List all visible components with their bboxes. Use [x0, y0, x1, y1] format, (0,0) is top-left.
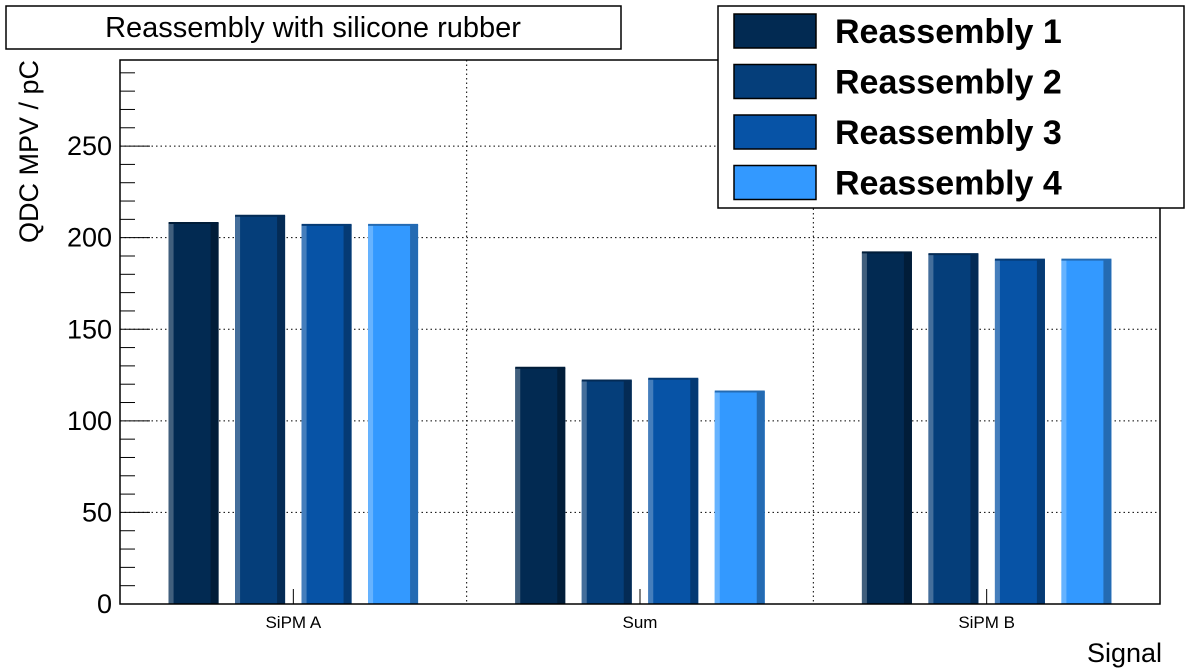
- bar: [235, 214, 286, 604]
- bar: [861, 251, 912, 604]
- legend-label: Reassembly 1: [835, 13, 1062, 51]
- chart-title: Reassembly with silicone rubber: [105, 12, 521, 44]
- legend-swatch: [733, 164, 817, 201]
- x-tick-label: Sum: [623, 613, 658, 632]
- legend: Reassembly 1 Reassembly 2 Reassembly 3 Reas…: [717, 5, 1185, 209]
- y-tick-label: 250: [67, 131, 112, 161]
- legend-swatch: [733, 63, 817, 100]
- legend-swatch: [733, 114, 817, 150]
- bar: [301, 223, 352, 604]
- legend-label: Reassembly 4: [835, 165, 1062, 203]
- x-tick-label: SiPM B: [958, 613, 1015, 632]
- bars: [168, 214, 1112, 604]
- x-axis-ticks: SiPM A Sum SiPM B: [265, 589, 1015, 632]
- bar: [648, 377, 699, 604]
- bar: [1061, 258, 1112, 604]
- bar: [168, 222, 219, 604]
- y-axis-ticks: 0 50 100 150 200 250: [67, 72, 150, 619]
- y-tick-label: 100: [67, 406, 112, 436]
- x-axis-label: Signal: [1087, 638, 1162, 668]
- y-tick-label: 0: [97, 589, 112, 619]
- bar: [928, 253, 979, 604]
- y-tick-label: 200: [67, 223, 112, 253]
- bar: [368, 223, 419, 604]
- y-axis-label: QDC MPV / pC: [14, 60, 44, 243]
- legend-swatch: [733, 13, 817, 49]
- legend-label: Reassembly 2: [835, 64, 1062, 102]
- bar: [994, 258, 1045, 604]
- legend-label: Reassembly 3: [835, 114, 1062, 152]
- axes: 0 50 100 150 200 250 SiPM A Sum SiPM B QDC MPV …: [14, 59, 1162, 668]
- chart-title-box: Reassembly with silicone rubber: [5, 5, 622, 50]
- x-tick-label: SiPM A: [265, 613, 321, 632]
- bar: [714, 390, 765, 604]
- bar: [581, 379, 632, 604]
- y-tick-label: 150: [67, 314, 112, 344]
- y-tick-label: 50: [82, 497, 112, 527]
- bar: [515, 366, 566, 604]
